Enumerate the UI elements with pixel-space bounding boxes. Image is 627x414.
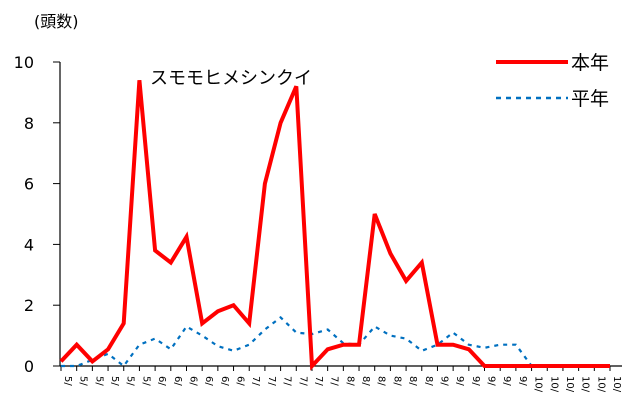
x-tick-label: 7/ [250,376,261,386]
x-tick-label: 9/ [486,376,497,386]
x-tick-label: 10/ [564,376,575,393]
x-tick-label: 9/ [517,376,528,386]
x-tick-label: 6/ [219,376,230,386]
x-tick-label: 7/ [313,376,324,386]
x-tick-label: 6/ [156,376,167,386]
x-tick-label: 6/ [235,376,246,386]
x-tick-label: 7/ [329,376,340,386]
x-tick-label: 8/ [391,376,402,386]
x-tick-label: 9/ [470,376,481,386]
x-tick-label: 8/ [376,376,387,386]
x-tick-label: 5/ [78,376,89,386]
x-tick-label: 8/ [360,376,371,386]
x-tick-label: 5/ [140,376,151,386]
y-tick-label: 10 [14,53,34,72]
x-tick-label: 9/ [438,376,449,386]
y-tick-label: 8 [24,114,34,133]
x-tick-label: 5/ [125,376,136,386]
legend: 本年 平年 [496,52,609,110]
x-tick-label: 9/ [454,376,465,386]
series-line-current [59,80,610,371]
legend-label-normal: 平年 [571,88,609,110]
x-tick-label: 6/ [172,376,183,386]
x-tick-label: 5/ [93,376,104,386]
x-tick-label: 5/ [109,376,120,386]
x-tick-label: 10/ [580,376,591,393]
x-tick-label: 7/ [266,376,277,386]
x-tick-label: 8/ [407,376,418,386]
series-line-normal [61,315,610,368]
x-tick-label: 6/ [187,376,198,386]
x-tick-label: 10/ [611,376,622,393]
x-tick-label: 8/ [344,376,355,386]
x-tick-label: 10/ [595,376,606,393]
x-tick-label: 9/ [501,376,512,386]
y-tick-label: 4 [24,235,34,254]
x-tick-label: 8/ [423,376,434,386]
chart-annotation: スモモヒメシンクイ [150,68,312,89]
y-tick-label: 2 [24,296,34,315]
legend-label-current: 本年 [571,52,609,74]
y-tick-label: 6 [24,175,34,194]
x-tick-label: 5/ [62,376,73,386]
x-tick-label: 10/ [548,376,559,393]
x-tick-label: 7/ [282,376,293,386]
y-tick-label: 0 [24,357,34,376]
x-tick-label: 6/ [203,376,214,386]
x-tick-label: 7/ [297,376,308,386]
x-tick-label: 10/ [533,376,544,393]
y-axis-label: (頭数) [34,12,79,31]
